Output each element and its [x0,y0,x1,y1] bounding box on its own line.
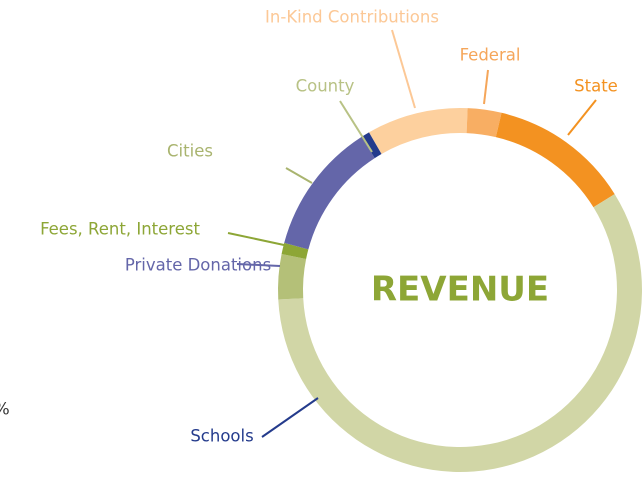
leader-line [567,99,597,136]
donut-segment [281,242,309,259]
donut-segment [278,254,307,300]
donut-segment [495,112,615,208]
segment-label: In-Kind Contributions [265,8,439,27]
annotation: % [0,400,10,419]
donut-segment [278,194,642,472]
leader-line [285,167,313,184]
segment-label: Fees, Rent, Interest [40,220,200,239]
segment-label: Cities [167,142,213,161]
segment-label: Schools [190,427,253,446]
leader-line [391,29,416,109]
leader-line [261,397,319,438]
donut-segment [284,137,375,250]
donut-segment [361,132,382,159]
leader-line [483,69,489,105]
segment-label: State [574,77,618,96]
leader-line [236,263,281,267]
leader-line [227,232,285,246]
segment-label: Federal [460,46,521,65]
donut-segment [369,108,468,155]
leader-line [339,100,373,153]
segment-label: Private Donations [125,256,271,275]
segment-label: County [296,77,355,96]
center-label: REVENUE [371,270,549,310]
donut-segment [466,108,502,138]
